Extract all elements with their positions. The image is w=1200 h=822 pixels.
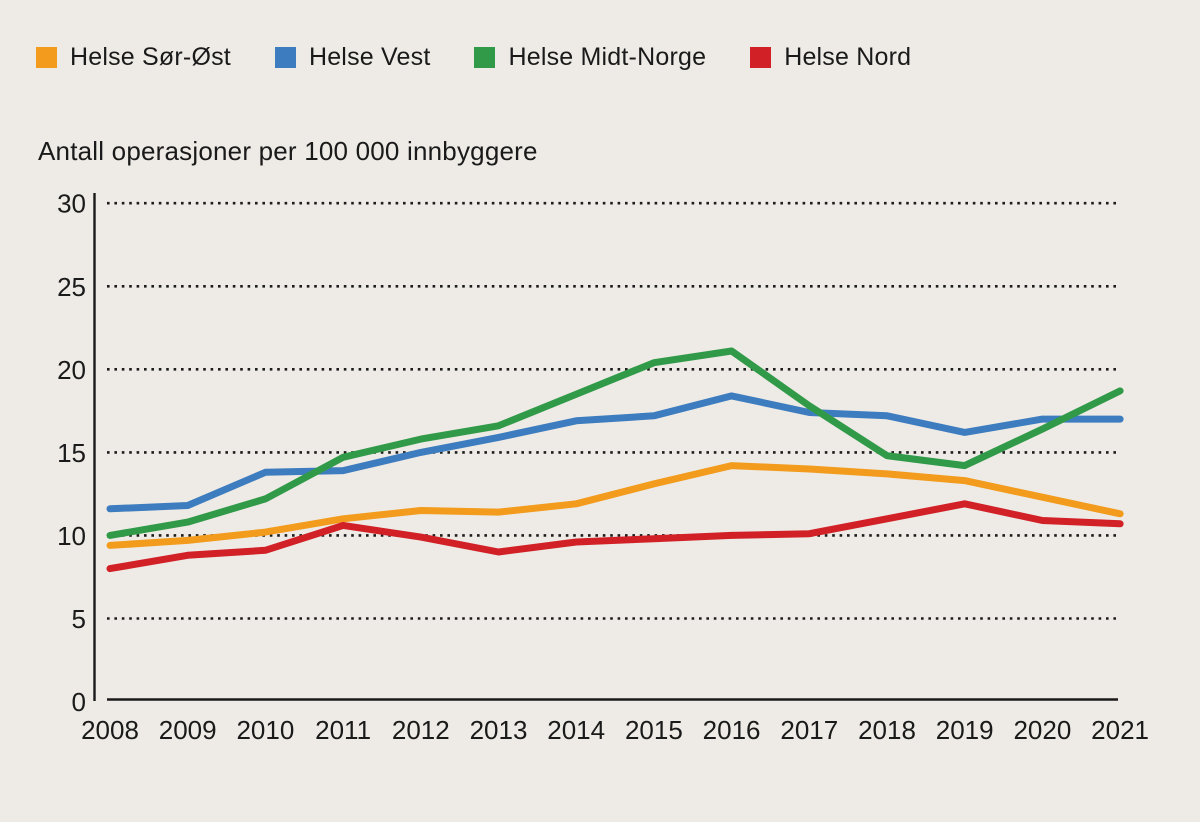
legend-label-helse-midt-norge: Helse Midt-Norge bbox=[508, 43, 707, 71]
x-tick-label-2008: 2008 bbox=[81, 715, 139, 745]
legend: Helse Sør-Øst Helse Vest Helse Midt-Norg… bbox=[36, 45, 911, 70]
x-tick-label-2014: 2014 bbox=[547, 715, 605, 745]
y-tick-label-10: 10 bbox=[57, 521, 86, 551]
legend-swatch-helse-vest-icon bbox=[274, 47, 296, 68]
y-tick-label-20: 20 bbox=[57, 355, 86, 385]
legend-item-helse-midt-norge: Helse Midt-Norge bbox=[474, 45, 706, 70]
legend-label-helse-sor-ost: Helse Sør-Øst bbox=[70, 43, 231, 71]
x-tick-label-2011: 2011 bbox=[315, 715, 371, 745]
x-tick-label-2018: 2018 bbox=[858, 715, 916, 745]
y-tick-label-0: 0 bbox=[72, 687, 86, 717]
y-tick-label-30: 30 bbox=[57, 189, 86, 219]
legend-label-helse-vest: Helse Vest bbox=[308, 43, 431, 71]
x-tick-label-2021: 2021 bbox=[1091, 715, 1149, 745]
series-line-helse-midt-norge bbox=[106, 347, 1124, 539]
x-tick-label-2009: 2009 bbox=[159, 715, 217, 745]
legend-swatch-helse-sor-ost-icon bbox=[36, 47, 57, 68]
x-tick-label-2016: 2016 bbox=[703, 715, 761, 745]
legend-item-helse-nord: Helse Nord bbox=[750, 45, 911, 70]
legend-item-helse-vest: Helse Vest bbox=[274, 43, 431, 71]
legend-label-helse-nord: Helse Nord bbox=[784, 43, 912, 71]
legend-item-helse-sor-ost: Helse Sør-Øst bbox=[36, 45, 231, 70]
x-tick-label-2012: 2012 bbox=[392, 715, 450, 745]
x-tick-label-2019: 2019 bbox=[936, 715, 994, 745]
y-axis-title: Antall operasjoner per 100 000 innbygger… bbox=[38, 136, 538, 166]
series-line-helse-nord bbox=[106, 500, 1124, 573]
legend-swatch-helse-nord-icon bbox=[750, 47, 772, 68]
legend-swatch-helse-midt-norge-icon bbox=[474, 47, 496, 68]
y-tick-label-5: 5 bbox=[72, 604, 86, 634]
x-tick-label-2017: 2017 bbox=[780, 715, 838, 745]
series-line-helse-vest bbox=[106, 392, 1124, 513]
x-tick-label-2010: 2010 bbox=[236, 715, 294, 745]
x-tick-label-2013: 2013 bbox=[470, 715, 528, 745]
series-line-helse-s-r-st bbox=[106, 462, 1124, 549]
x-tick-label-2015: 2015 bbox=[625, 715, 683, 745]
y-tick-label-15: 15 bbox=[57, 438, 86, 468]
x-tick-label-2020: 2020 bbox=[1013, 715, 1071, 745]
y-tick-label-25: 25 bbox=[57, 272, 86, 302]
